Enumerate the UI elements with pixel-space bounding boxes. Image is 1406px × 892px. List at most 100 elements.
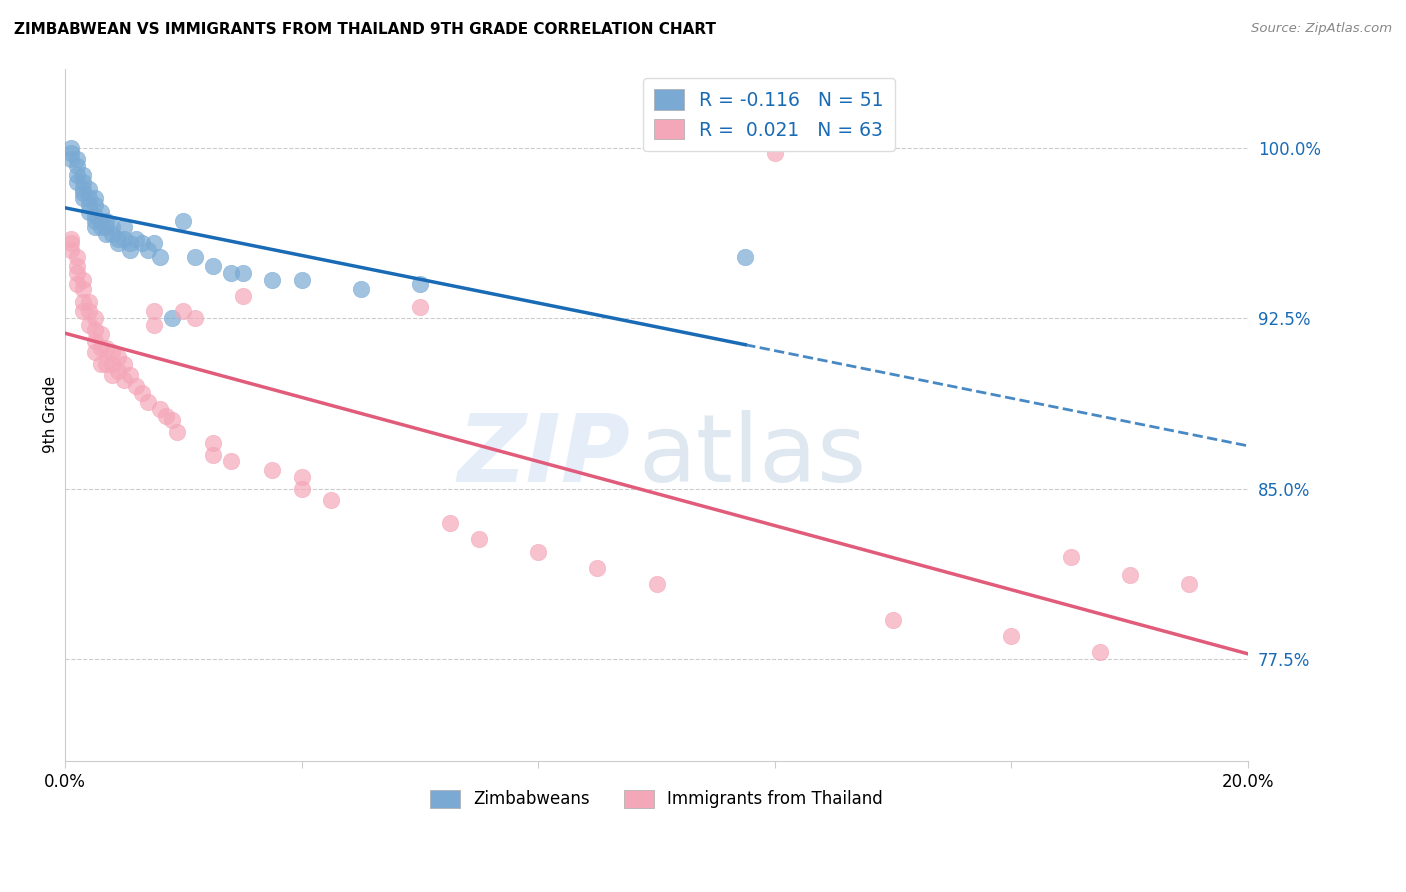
Point xyxy=(125,232,148,246)
Point xyxy=(107,236,129,251)
Point xyxy=(1118,567,1140,582)
Text: ZIP: ZIP xyxy=(457,410,630,502)
Point xyxy=(219,266,242,280)
Point xyxy=(149,250,172,264)
Point xyxy=(409,300,432,314)
Y-axis label: 9th Grade: 9th Grade xyxy=(44,376,58,453)
Point xyxy=(72,191,94,205)
Text: ZIMBABWEAN VS IMMIGRANTS FROM THAILAND 9TH GRADE CORRELATION CHART: ZIMBABWEAN VS IMMIGRANTS FROM THAILAND 9… xyxy=(14,22,716,37)
Point xyxy=(96,227,118,242)
Point xyxy=(136,395,159,409)
Point xyxy=(90,204,112,219)
Point xyxy=(112,357,135,371)
Point xyxy=(125,379,148,393)
Point xyxy=(77,318,100,332)
Point xyxy=(72,282,94,296)
Point xyxy=(160,413,183,427)
Point xyxy=(120,236,142,251)
Point xyxy=(131,386,153,401)
Point xyxy=(72,182,94,196)
Point xyxy=(77,304,100,318)
Point xyxy=(77,191,100,205)
Point xyxy=(90,357,112,371)
Point xyxy=(96,357,118,371)
Point xyxy=(184,250,207,264)
Point xyxy=(59,141,82,155)
Point xyxy=(72,168,94,182)
Point xyxy=(72,186,94,201)
Point xyxy=(184,311,207,326)
Point xyxy=(1088,645,1111,659)
Point xyxy=(350,282,373,296)
Point xyxy=(291,273,314,287)
Point xyxy=(66,259,89,273)
Point xyxy=(160,311,183,326)
Point xyxy=(1000,629,1022,643)
Point xyxy=(882,613,904,627)
Point xyxy=(66,168,89,182)
Point xyxy=(291,470,314,484)
Text: atlas: atlas xyxy=(638,410,868,502)
Point xyxy=(83,220,105,235)
Point xyxy=(155,409,177,423)
Point xyxy=(291,482,314,496)
Point xyxy=(90,213,112,227)
Point xyxy=(201,259,224,273)
Point xyxy=(66,266,89,280)
Point xyxy=(231,266,253,280)
Point xyxy=(112,220,135,235)
Point xyxy=(166,425,188,439)
Point xyxy=(131,236,153,251)
Point xyxy=(96,341,118,355)
Point xyxy=(66,153,89,167)
Point xyxy=(101,345,124,359)
Point xyxy=(439,516,461,530)
Point xyxy=(90,327,112,342)
Text: Source: ZipAtlas.com: Source: ZipAtlas.com xyxy=(1251,22,1392,36)
Point xyxy=(101,368,124,382)
Point xyxy=(83,323,105,337)
Point xyxy=(107,232,129,246)
Point xyxy=(83,334,105,348)
Point xyxy=(83,213,105,227)
Point xyxy=(107,350,129,364)
Point xyxy=(101,220,124,235)
Point xyxy=(59,145,82,160)
Point xyxy=(83,345,105,359)
Point xyxy=(120,368,142,382)
Point xyxy=(77,182,100,196)
Point xyxy=(262,463,284,477)
Point xyxy=(96,213,118,227)
Point xyxy=(1059,549,1081,564)
Point xyxy=(468,532,491,546)
Point xyxy=(83,209,105,223)
Point xyxy=(231,288,253,302)
Point xyxy=(59,236,82,251)
Point xyxy=(83,311,105,326)
Point xyxy=(59,243,82,257)
Point xyxy=(59,153,82,167)
Point xyxy=(321,492,343,507)
Point xyxy=(645,577,668,591)
Point xyxy=(77,204,100,219)
Point xyxy=(101,227,124,242)
Point xyxy=(142,236,165,251)
Point xyxy=(66,159,89,173)
Point xyxy=(107,363,129,377)
Point xyxy=(77,198,100,212)
Point xyxy=(1178,577,1201,591)
Point xyxy=(77,295,100,310)
Point xyxy=(101,357,124,371)
Point xyxy=(72,295,94,310)
Point xyxy=(66,175,89,189)
Point xyxy=(96,220,118,235)
Point xyxy=(142,318,165,332)
Point xyxy=(66,250,89,264)
Point xyxy=(201,436,224,450)
Point xyxy=(136,243,159,257)
Point xyxy=(72,175,94,189)
Point xyxy=(527,545,550,559)
Point xyxy=(59,232,82,246)
Point xyxy=(763,145,786,160)
Point xyxy=(262,273,284,287)
